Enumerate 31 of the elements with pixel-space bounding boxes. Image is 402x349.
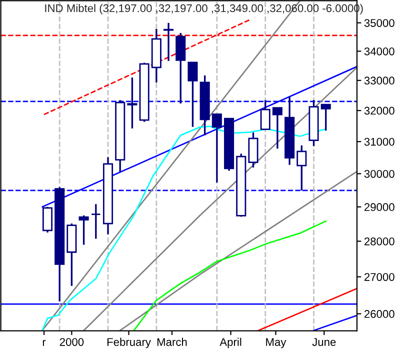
- x-tick-label: 2000: [60, 338, 84, 346]
- y-tick-label: 33000: [364, 76, 394, 85]
- x-tick-label: April: [220, 338, 242, 348]
- y-tick-label: 32000: [364, 106, 394, 115]
- line-series: [133, 220, 327, 331]
- candlestick: [296, 144, 307, 192]
- candlestick: [272, 106, 282, 150]
- y-tick-label: 29000: [364, 203, 394, 212]
- candlestick: [212, 113, 222, 184]
- candlestick: [42, 206, 53, 234]
- candlestick: [188, 62, 198, 128]
- candlestick: [248, 132, 258, 168]
- y-tick-label: 35000: [364, 19, 394, 27]
- y-tick-label: 27000: [364, 273, 394, 281]
- x-tick-label: May: [266, 338, 286, 348]
- candlestick: [127, 76, 138, 130]
- y-tick-label: 30000: [364, 170, 394, 178]
- y-tick-label: 31000: [364, 138, 394, 146]
- y-tick-label: 28000: [364, 237, 394, 246]
- candlestick: [78, 214, 89, 246]
- x-tick-label: r: [42, 340, 46, 346]
- candlestick: [90, 203, 101, 240]
- x-tick-label: February: [107, 338, 151, 348]
- y-tick-label: 26000: [364, 310, 394, 318]
- x-tick-label: June: [312, 338, 336, 346]
- candlestick: [176, 32, 186, 104]
- candlestick: [164, 22, 174, 62]
- candlestick: [320, 104, 331, 132]
- candlestick: [260, 99, 270, 130]
- x-tick-label: March: [157, 338, 187, 346]
- y-tick-label: 34000: [364, 47, 394, 56]
